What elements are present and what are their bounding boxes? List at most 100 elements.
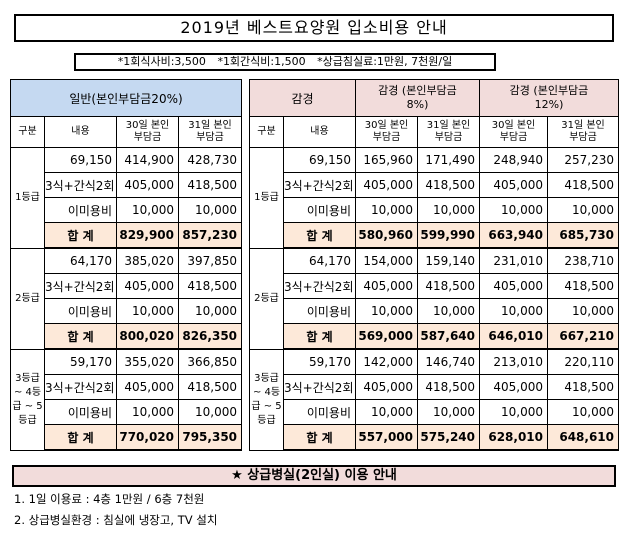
table-cell: 405,000	[479, 374, 548, 400]
table-cell: 3식+간식2회	[283, 172, 356, 198]
table-cell: 3식+간식2회	[44, 273, 117, 299]
col-grade: 구분	[249, 116, 284, 148]
total-cell: 795,350	[177, 424, 243, 451]
table-cell: 405,000	[355, 273, 418, 299]
table-cell: 64,170	[44, 247, 117, 274]
grade-label: 3등급 ~ 4등급 ~ 5등급	[249, 348, 284, 451]
table-row: 이미용비 10,000 10,000 10,000 10,000	[250, 197, 619, 223]
reduced-8-header: 감경 (본인부담금 8%)	[355, 79, 480, 117]
table-cell: 418,500	[547, 374, 619, 400]
total-row: 합 계 569,000 587,640 646,010 667,210	[250, 323, 619, 350]
total-row: 합 계 829,900 857,230	[11, 222, 243, 249]
table-cell: 이미용비	[283, 298, 356, 324]
table-row: 3식+간식2회 405,000 418,500	[11, 374, 243, 400]
total-cell: 667,210	[547, 323, 619, 350]
table-row: 3식+간식2회 405,000 418,500 405,000 418,500	[250, 172, 619, 198]
table-cell: 418,500	[177, 273, 243, 299]
table-cell: 397,850	[177, 247, 243, 274]
table-cell: 이미용비	[44, 399, 117, 425]
table-cell: 10,000	[479, 298, 548, 324]
table-cell: 69,150	[283, 147, 356, 173]
col-31day: 31일 본인부담금	[417, 116, 480, 148]
col-30day: 30일 본인부담금	[479, 116, 548, 148]
page-title: 2019년 베스트요양원 입소비용 안내	[14, 14, 614, 42]
col-31day: 31일 본인부담금	[547, 116, 619, 148]
grade-label: 2등급	[10, 247, 45, 350]
table-cell: 10,000	[417, 399, 480, 425]
total-cell: 646,010	[479, 323, 548, 350]
table-cell: 405,000	[116, 374, 179, 400]
col-grade: 구분	[10, 116, 45, 148]
table-cell: 10,000	[177, 399, 243, 425]
total-row: 합 계 800,020 826,350	[11, 323, 243, 350]
table-cell: 10,000	[177, 298, 243, 324]
table-cell: 59,170	[44, 348, 117, 375]
total-label: 합 계	[44, 323, 117, 350]
table-cell: 418,500	[177, 374, 243, 400]
total-label: 합 계	[283, 323, 356, 350]
room-cost-note: *상급침실료:1만원, 7천원/일	[317, 55, 453, 68]
table-cell: 3식+간식2회	[283, 273, 356, 299]
table-cell: 59,170	[283, 348, 356, 375]
table-cell: 213,010	[479, 348, 548, 375]
table-cell: 414,900	[116, 147, 179, 173]
total-cell: 557,000	[355, 424, 418, 451]
total-cell: 580,960	[355, 222, 418, 249]
table-cell: 220,110	[547, 348, 619, 375]
table-cell: 10,000	[177, 197, 243, 223]
table-row: 이미용비 10,000 10,000	[11, 197, 243, 223]
total-cell: 587,640	[417, 323, 480, 350]
table-cell: 418,500	[177, 172, 243, 198]
table-row: 3식+간식2회 405,000 418,500	[11, 273, 243, 299]
total-label: 합 계	[44, 424, 117, 451]
total-cell: 829,900	[116, 222, 179, 249]
table-cell: 418,500	[547, 172, 619, 198]
table-cell: 10,000	[355, 399, 418, 425]
reduced-cost-table: 감경 감경 (본인부담금 8%) 감경 (본인부담금12%) 구분 내용 30일…	[249, 79, 619, 451]
table-cell: 10,000	[355, 197, 418, 223]
table-row: 3등급 ~ 4등급 ~ 5등급 59,170 355,020 366,850	[10, 348, 243, 451]
total-cell: 826,350	[177, 323, 243, 350]
total-label: 합 계	[44, 222, 117, 249]
table-cell: 418,500	[417, 172, 480, 198]
table-cell: 10,000	[479, 399, 548, 425]
table-cell: 418,500	[547, 273, 619, 299]
table-row: 2등급 64,170 154,000 159,140 231,010 238,7…	[249, 247, 619, 350]
table-row: 1등급 69,150 414,900 428,730	[10, 147, 243, 249]
table-cell: 154,000	[355, 247, 418, 274]
col-content: 내용	[44, 116, 117, 148]
table-row: 이미용비 10,000 10,000	[11, 399, 243, 425]
table-cell: 3식+간식2회	[44, 172, 117, 198]
total-cell: 599,990	[417, 222, 480, 249]
table-row: 3식+간식2회 405,000 418,500 405,000 418,500	[250, 273, 619, 299]
table-cell: 146,740	[417, 348, 480, 375]
table-cell: 428,730	[177, 147, 243, 173]
premium-room-banner: ★ 상급병실(2인실) 이용 안내	[12, 465, 616, 487]
table-cell: 이미용비	[44, 298, 117, 324]
table-row: 이미용비 10,000 10,000 10,000 10,000	[250, 298, 619, 324]
table-cell: 405,000	[116, 172, 179, 198]
table-cell: 10,000	[116, 197, 179, 223]
table-cell: 405,000	[479, 172, 548, 198]
table-cell: 405,000	[479, 273, 548, 299]
table-row: 이미용비 10,000 10,000	[11, 298, 243, 324]
table-cell: 418,500	[417, 374, 480, 400]
total-cell: 628,010	[479, 424, 548, 451]
table-cell: 142,000	[355, 348, 418, 375]
table-cell: 257,230	[547, 147, 619, 173]
table-cell: 10,000	[547, 399, 619, 425]
table-cell: 405,000	[355, 172, 418, 198]
table-cell: 355,020	[116, 348, 179, 375]
total-cell: 575,240	[417, 424, 480, 451]
total-row: 합 계 580,960 599,990 663,940 685,730	[250, 222, 619, 249]
table-cell: 418,500	[417, 273, 480, 299]
reduced-group-header: 감경	[249, 79, 356, 117]
table-cell: 10,000	[479, 197, 548, 223]
col-31day: 31일 본인부담금	[177, 116, 243, 148]
table-row: 1등급 69,150 165,960 171,490 248,940 257,2…	[249, 147, 619, 249]
general-cost-table: 일반(본인부담금20%) 구분 내용 30일 본인부담금 31일 본인부담금 1…	[9, 79, 243, 451]
reduced-12-header: 감경 (본인부담금12%)	[479, 79, 619, 117]
table-cell: 64,170	[283, 247, 356, 274]
total-cell: 800,020	[116, 323, 179, 350]
table-cell: 10,000	[547, 197, 619, 223]
